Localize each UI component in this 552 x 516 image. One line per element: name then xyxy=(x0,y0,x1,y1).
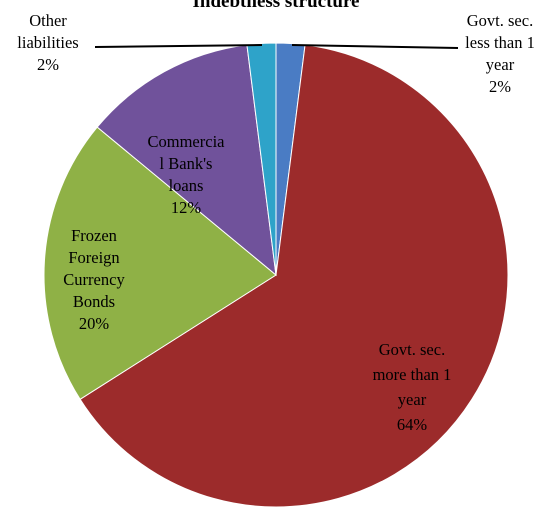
data-label-line: year xyxy=(398,390,427,409)
data-label-line: Currency xyxy=(63,270,125,289)
leader-lines xyxy=(94,44,459,49)
data-label-line: Bonds xyxy=(73,292,115,311)
data-label-line: less than 1 xyxy=(465,33,535,52)
leader-line-other-liabilities xyxy=(94,44,263,48)
label-frozen-foreign-currency-bonds: Frozen Foreign Currency Bonds 20% xyxy=(63,226,125,333)
label-commercial-bank-s-loans: Commercia l Bank's loans 12% xyxy=(148,132,226,217)
data-label-line: Commercia xyxy=(148,132,226,151)
data-label-line: Foreign xyxy=(68,248,119,267)
slice-labels: Govt. sec. less than 1 year 2% Govt. sec. mor… xyxy=(17,11,535,434)
slice-govt-sec-more-than-1-year xyxy=(79,44,509,508)
data-label-line: more than 1 xyxy=(373,365,452,384)
slice-frozen-foreign-currency-bonds xyxy=(43,126,277,401)
data-label-line: Other xyxy=(29,11,67,30)
data-label-line: year xyxy=(486,55,515,74)
label-govt-sec-less-than-1-year: Govt. sec. less than 1 year 2% xyxy=(465,11,535,96)
data-label-value: 64% xyxy=(397,415,428,434)
label-govt-sec-more-than-1-year: Govt. sec. more than 1 year 64% xyxy=(373,340,452,434)
data-label-value: 20% xyxy=(79,314,110,333)
data-label-line: loans xyxy=(169,176,204,195)
data-label-line: l Bank's xyxy=(160,154,213,173)
chart-title: Indebtness structure xyxy=(193,0,360,12)
data-label-line: Govt. sec. xyxy=(467,11,533,30)
data-label-line: liabilities xyxy=(17,33,78,52)
leader-line-govt-sec-less-than-1-year xyxy=(291,44,459,49)
data-label-value: 2% xyxy=(37,55,59,74)
label-other-liabilities: Other liabilities 2% xyxy=(17,11,78,74)
slice-commercial-bank-s-loans xyxy=(96,44,277,277)
data-label-value: 2% xyxy=(489,77,511,96)
data-label-line: Frozen xyxy=(71,226,117,245)
data-label-line: Govt. sec. xyxy=(379,340,445,359)
pie-slices xyxy=(43,42,509,508)
data-label-value: 12% xyxy=(171,198,202,217)
